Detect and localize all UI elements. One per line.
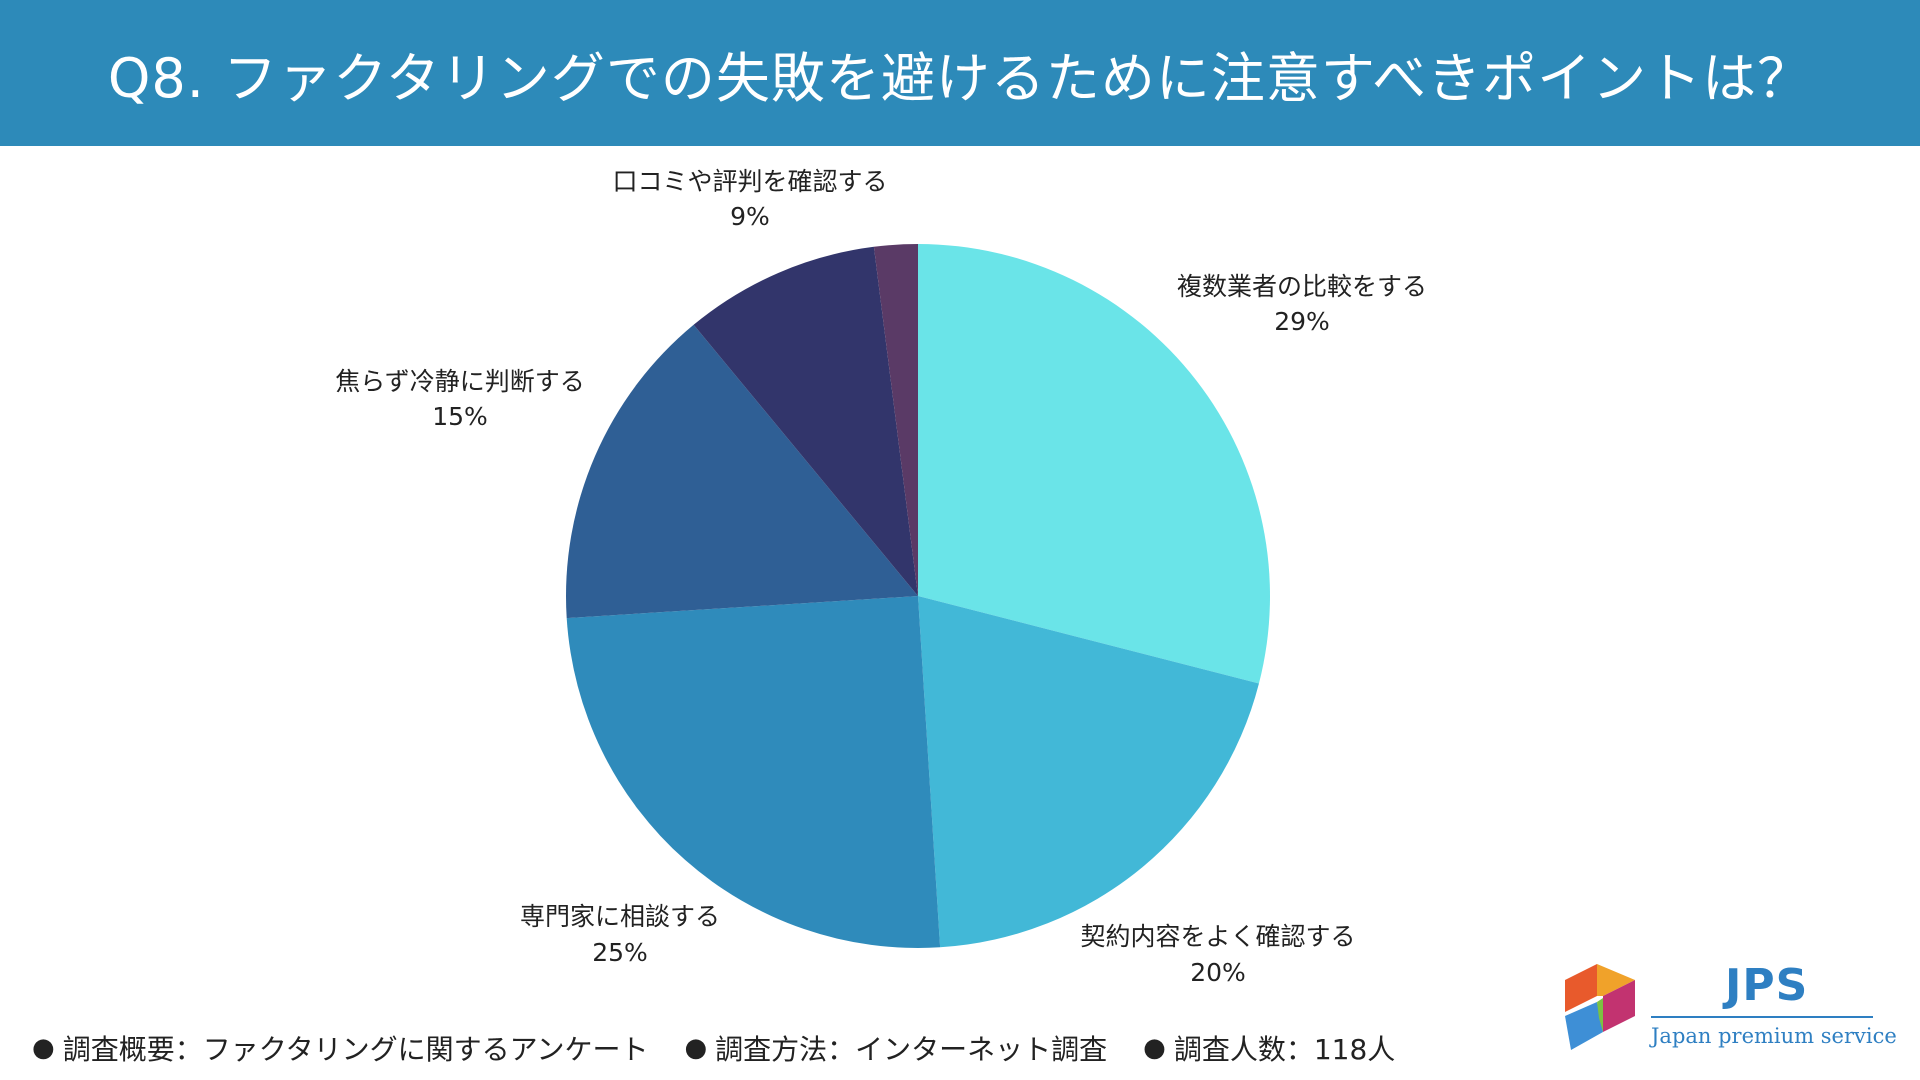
bullet-icon: ● [1143, 1033, 1166, 1063]
bullet-icon: ● [684, 1033, 708, 1063]
pie-slice [565, 324, 918, 619]
pie-slices [565, 244, 1270, 949]
page-title: Q8. ファクタリングでの失敗を避けるために注意すべきポイントは？ [107, 46, 1813, 110]
logo-abbr: JPS [1725, 960, 1809, 1011]
bullet-icon: ● [32, 1033, 55, 1063]
footer-text: 調査人数：118人 [1173, 1033, 1396, 1066]
slice-percent-label: 29% [1274, 307, 1330, 336]
slice-label: 口コミや評判を確認する [612, 167, 887, 196]
header-banner: Q8. ファクタリングでの失敗を避けるために注意すべきポイントは？ [0, 0, 1920, 146]
pie-slice [918, 244, 1270, 684]
pie-slice [566, 596, 941, 949]
footer-text: 調査方法：インターネット調査 [715, 1033, 1108, 1066]
pie-labels: 複数業者の比較をする 29% 契約内容をよく確認する 20% 専門家に相談する 25% 焦ら… [335, 167, 1427, 987]
logo-divider [1651, 1016, 1873, 1018]
slice-label: 焦らず冷静に判断する [335, 367, 585, 396]
footer-item-method: ● 調査方法：インターネット調査 [684, 1028, 1107, 1068]
footer-item-count: ● 調査人数：118人 [1143, 1028, 1395, 1068]
pie-slice [873, 244, 918, 596]
footer-text: 調査概要：ファクタリングに関するアンケート [62, 1033, 649, 1066]
slice-label: 契約内容をよく確認する [1080, 922, 1355, 951]
slice-percent-label: 20% [1190, 958, 1246, 987]
jps-logo: JPS Japan premium service [1555, 958, 1897, 1058]
pie-slice [693, 246, 918, 596]
pie-slice [918, 596, 1259, 948]
slice-percent-label: 15% [432, 402, 488, 431]
footer-item-overview: ● 調査概要：ファクタリングに関するアンケート [32, 1028, 648, 1068]
slice-percent-label: 25% [592, 938, 648, 967]
slice-percent-label: 9% [730, 202, 770, 231]
logo-tagline: Japan premium service [1651, 1024, 1897, 1048]
slice-label: 専門家に相談する [520, 902, 720, 931]
survey-footer: ● 調査概要：ファクタリングに関するアンケート ● 調査方法：インターネット調査… [32, 1028, 1395, 1068]
cube-logo-icon [1565, 964, 1635, 1050]
slice-label: 複数業者の比較をする [1177, 272, 1427, 301]
pie-chart: 複数業者の比較をする 29% 契約内容をよく確認する 20% 専門家に相談する 25% 焦ら… [335, 167, 1427, 987]
